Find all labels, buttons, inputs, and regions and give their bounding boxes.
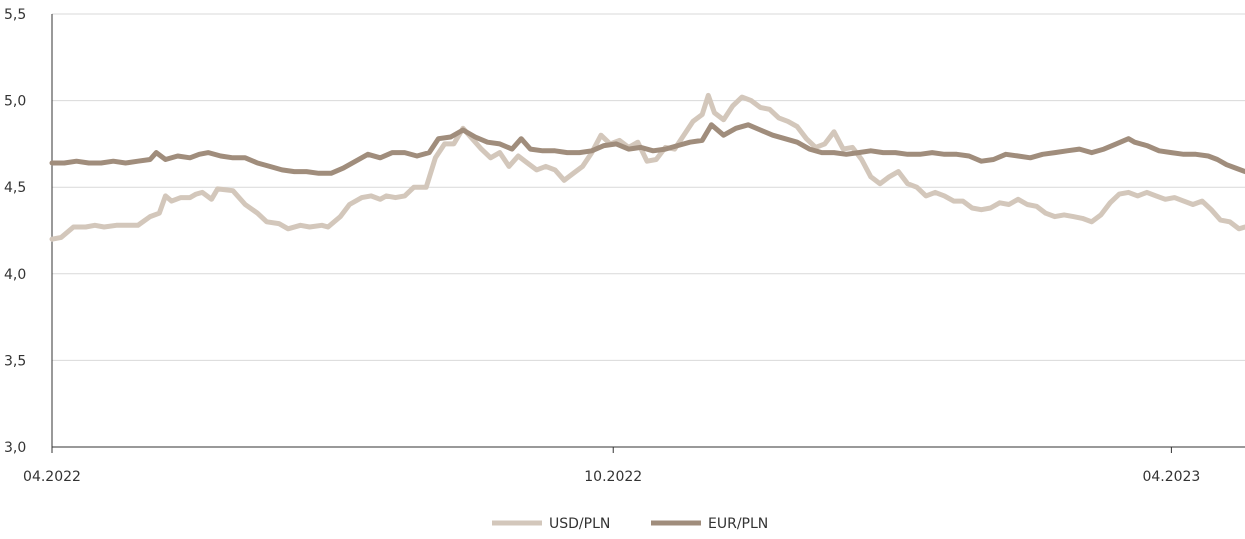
series-line-eur-pln [49,122,1245,176]
y-tick-label: 3,0 [4,440,26,456]
series-lines [49,92,1245,242]
y-tick-label: 4,5 [4,180,26,196]
legend-label: USD/PLN [549,516,610,532]
y-tick-label: 5,5 [4,7,26,23]
axes: 3,0 3,5 4,0 4,5 5,0 5,5 04.2022 10.2022 04.2023 [4,7,1245,485]
grid-lines [52,13,1245,361]
y-tick-label: 3,5 [4,353,26,369]
y-tick-label: 4,0 [4,267,26,283]
legend: USD/PLN EUR/PLN [492,516,768,532]
x-tick-label: 10.2022 [584,469,642,485]
legend-label: EUR/PLN [708,516,768,532]
x-tick-label: 04.2023 [1142,469,1200,485]
series-line-usd-pln [49,92,1245,242]
y-tick-label: 5,0 [4,94,26,110]
x-tick-label: 04.2022 [23,469,81,485]
